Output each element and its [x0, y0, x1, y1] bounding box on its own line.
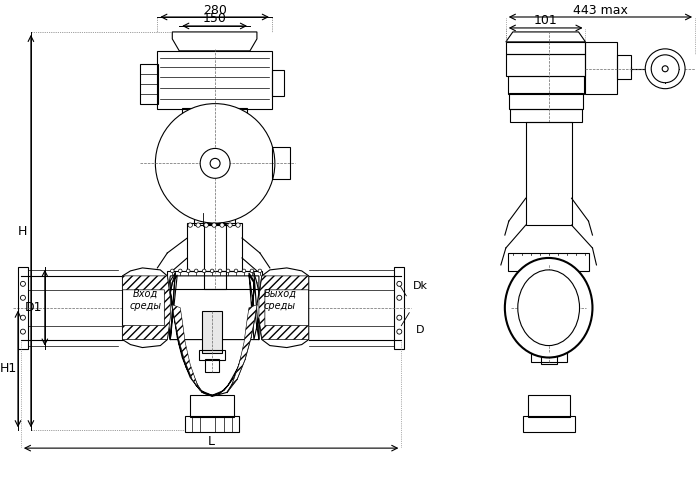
Circle shape: [195, 269, 198, 273]
Bar: [204, 224, 226, 289]
Circle shape: [20, 315, 25, 320]
Circle shape: [397, 295, 402, 300]
Circle shape: [228, 223, 232, 227]
Bar: [508, 76, 584, 94]
Polygon shape: [172, 32, 257, 51]
Bar: [510, 108, 582, 122]
Polygon shape: [167, 273, 259, 395]
Bar: [528, 395, 570, 417]
Text: L: L: [208, 435, 215, 448]
Circle shape: [20, 329, 25, 334]
Circle shape: [397, 282, 402, 286]
Circle shape: [645, 49, 685, 89]
Bar: [272, 70, 284, 96]
Polygon shape: [506, 32, 585, 42]
Text: D: D: [416, 324, 425, 335]
Text: D1: D1: [25, 301, 43, 314]
Bar: [508, 253, 589, 271]
Circle shape: [20, 282, 25, 286]
Bar: [182, 107, 247, 115]
Circle shape: [651, 55, 679, 83]
Circle shape: [397, 329, 402, 334]
Text: H1: H1: [0, 362, 17, 376]
Bar: [194, 213, 235, 225]
Circle shape: [178, 269, 182, 273]
Circle shape: [200, 148, 230, 178]
Bar: [187, 223, 242, 271]
Bar: [537, 341, 561, 354]
Polygon shape: [227, 305, 257, 392]
Circle shape: [196, 223, 200, 227]
Polygon shape: [122, 268, 170, 348]
Circle shape: [202, 269, 206, 273]
Ellipse shape: [518, 270, 580, 346]
Circle shape: [171, 269, 174, 273]
Bar: [506, 54, 585, 76]
Bar: [167, 271, 262, 289]
Text: Выход
среды: Выход среды: [263, 289, 296, 311]
Text: 280: 280: [203, 3, 227, 17]
Circle shape: [220, 223, 224, 227]
Bar: [190, 395, 234, 417]
Circle shape: [218, 269, 222, 273]
Polygon shape: [167, 276, 262, 340]
Text: Вход
среды: Вход среды: [130, 289, 162, 311]
Circle shape: [20, 295, 25, 300]
Text: Dk: Dk: [413, 281, 428, 291]
Polygon shape: [259, 268, 309, 348]
Circle shape: [210, 158, 220, 168]
Bar: [199, 350, 225, 359]
Circle shape: [397, 315, 402, 320]
Text: 443 max: 443 max: [573, 3, 628, 17]
Bar: [585, 42, 617, 94]
Circle shape: [204, 223, 209, 227]
Bar: [523, 416, 575, 432]
Bar: [509, 93, 582, 108]
Ellipse shape: [505, 258, 592, 357]
Bar: [18, 267, 28, 349]
Bar: [186, 416, 239, 432]
Circle shape: [188, 223, 193, 227]
Circle shape: [250, 269, 253, 273]
Circle shape: [662, 66, 668, 72]
Bar: [540, 352, 556, 364]
Polygon shape: [259, 276, 309, 340]
Bar: [506, 42, 585, 54]
Circle shape: [186, 269, 190, 273]
Circle shape: [212, 223, 216, 227]
Text: 150: 150: [203, 12, 227, 26]
Circle shape: [210, 269, 214, 273]
Bar: [141, 64, 158, 104]
Polygon shape: [122, 276, 170, 340]
Circle shape: [242, 269, 246, 273]
Circle shape: [226, 269, 230, 273]
Text: H: H: [18, 225, 27, 238]
Polygon shape: [172, 305, 202, 392]
Text: 101: 101: [534, 14, 557, 28]
Bar: [526, 122, 572, 225]
Circle shape: [155, 104, 275, 223]
Circle shape: [236, 223, 240, 227]
Bar: [158, 51, 272, 108]
Bar: [205, 358, 219, 372]
Bar: [531, 268, 566, 362]
Bar: [272, 147, 290, 179]
Bar: [202, 311, 222, 352]
Bar: [617, 55, 631, 79]
Bar: [394, 267, 405, 349]
Circle shape: [234, 269, 238, 273]
Circle shape: [258, 269, 262, 273]
Bar: [198, 113, 231, 213]
